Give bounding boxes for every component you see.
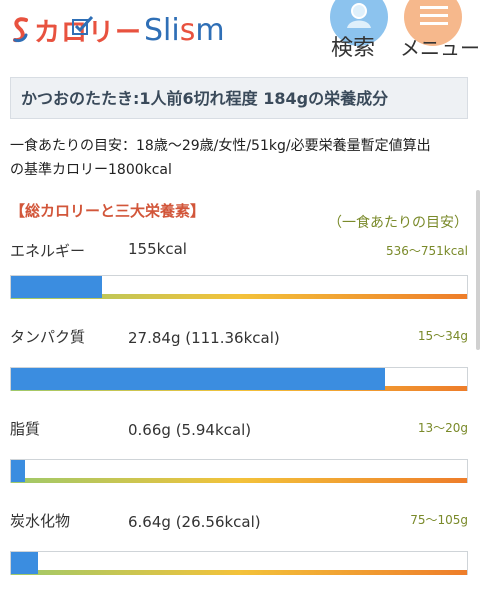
note-line-1: 一食あたりの目安：18歳〜29歳/女性/51kg/必要栄養量暫定値算出 (10, 138, 431, 154)
nutrient-label-fat: 脂質 (10, 420, 41, 438)
bar-fill (11, 276, 103, 298)
nutrient-range-protein: 15〜34g (417, 329, 468, 343)
section-title: 【総カロリーと三大栄養素】 (10, 202, 206, 220)
page-title-box: かつおのたたき:1人前6切れ程度 184gの栄養成分 (10, 77, 468, 119)
menu-label: メニュー (400, 36, 480, 60)
nutrient-bar-carbs (10, 551, 468, 575)
logo-en: Slism (144, 13, 225, 48)
logo-en-post: m (195, 12, 225, 48)
nutrient-value-protein: 27.84g (111.36kcal) (128, 329, 280, 347)
bar-fill (11, 552, 39, 574)
nutrient-value-carbs: 6.64g (26.56kcal) (128, 513, 261, 531)
bar-track (11, 294, 467, 299)
person-icon (347, 3, 371, 28)
nutrient-bar-energy (10, 275, 468, 299)
page-title: かつおのたたき:1人前6切れ程度 184gの栄養成分 (21, 89, 389, 108)
nutrient-range-fat: 13〜20g (417, 421, 468, 435)
note-line-2: の基準カロリー1800kcal (10, 162, 172, 178)
nutrient-range-energy: 536〜751kcal (385, 244, 468, 258)
bar-track (11, 570, 467, 575)
nutrient-bar-protein (10, 367, 468, 391)
nutrient-label-protein: タンパク質 (10, 328, 86, 346)
logo-mark-icon (13, 17, 28, 43)
nutrient-label-carbs: 炭水化物 (10, 512, 71, 530)
reference-note: 一食あたりの目安：18歳〜29歳/女性/51kg/必要栄養量暫定値算出 の基準カ… (10, 134, 470, 182)
section-subtitle: （一食あたりの目安） (328, 215, 468, 231)
logo-en-pre: Sli (144, 12, 180, 48)
slism-logo[interactable]: カロリー Slism (10, 12, 225, 48)
nutrient-bar-fat (10, 459, 468, 483)
nutrient-range-carbs: 75〜105g (410, 513, 468, 527)
bar-fill (11, 460, 25, 482)
menu-button[interactable]: メニュー (400, 0, 480, 64)
bar-fill (11, 368, 385, 390)
logo-en-s: s (179, 12, 196, 48)
nutrient-value-energy: 155kcal (128, 240, 187, 258)
nutrient-value-fat: 0.66g (5.94kcal) (128, 421, 252, 439)
scrollbar[interactable] (476, 190, 480, 350)
site-header: カロリー Slism 検索 メニュー (0, 0, 480, 64)
check-icon (72, 15, 94, 35)
search-button[interactable]: 検索 (318, 0, 388, 64)
bar-track (11, 478, 467, 483)
hamburger-icon (420, 6, 448, 25)
nutrient-label-energy: エネルギー (10, 242, 86, 260)
search-label: 検索 (330, 36, 375, 61)
